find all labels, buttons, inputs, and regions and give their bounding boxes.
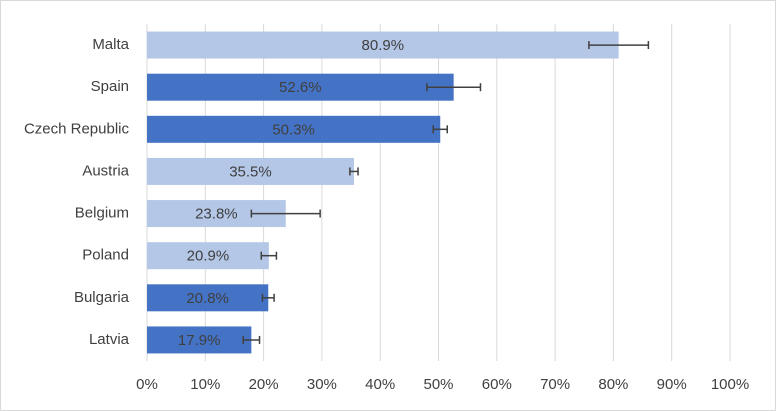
x-tick-label: 100% (711, 376, 749, 393)
y-tick-label: Austria (82, 162, 129, 179)
error-bar (250, 209, 321, 218)
data-label: 35.5% (229, 163, 272, 180)
y-tick-label: Spain (91, 78, 129, 95)
x-tick-label: 40% (365, 376, 395, 393)
y-tick-label: Poland (82, 247, 129, 264)
data-label: 20.8% (186, 290, 229, 307)
x-tick-label: 10% (190, 376, 220, 393)
data-label: 52.6% (279, 79, 322, 96)
y-tick-label: Bulgaria (74, 289, 130, 306)
x-tick-label: 30% (307, 376, 337, 393)
y-tick-label: Malta (92, 36, 129, 53)
x-tick-label: 50% (423, 376, 453, 393)
error-bar (261, 293, 275, 302)
data-label: 80.9% (362, 37, 405, 54)
x-tick-label: 70% (540, 376, 570, 393)
data-label: 17.9% (178, 332, 221, 349)
bar (147, 73, 454, 101)
bar (147, 31, 619, 59)
data-label: 20.9% (187, 248, 230, 265)
data-label: 23.8% (195, 206, 238, 223)
x-tick-label: 20% (249, 376, 279, 393)
error-bar (349, 167, 359, 176)
error-bar (260, 251, 278, 260)
x-tick-label: 0% (136, 376, 158, 393)
x-tick-label: 80% (598, 376, 628, 393)
error-bar (242, 335, 261, 344)
error-bar (426, 83, 482, 92)
bar (147, 242, 269, 270)
bar (147, 115, 441, 143)
x-tick-label: 60% (482, 376, 512, 393)
y-tick-label: Belgium (75, 205, 129, 222)
data-label: 50.3% (272, 121, 315, 138)
bar (147, 284, 269, 312)
bar (147, 326, 252, 354)
y-tick-label: Czech Republic (24, 120, 130, 137)
bar (147, 157, 354, 185)
y-tick-label: Latvia (89, 331, 130, 348)
error-bar (432, 125, 448, 134)
x-tick-label: 90% (657, 376, 687, 393)
error-bar (588, 41, 650, 50)
